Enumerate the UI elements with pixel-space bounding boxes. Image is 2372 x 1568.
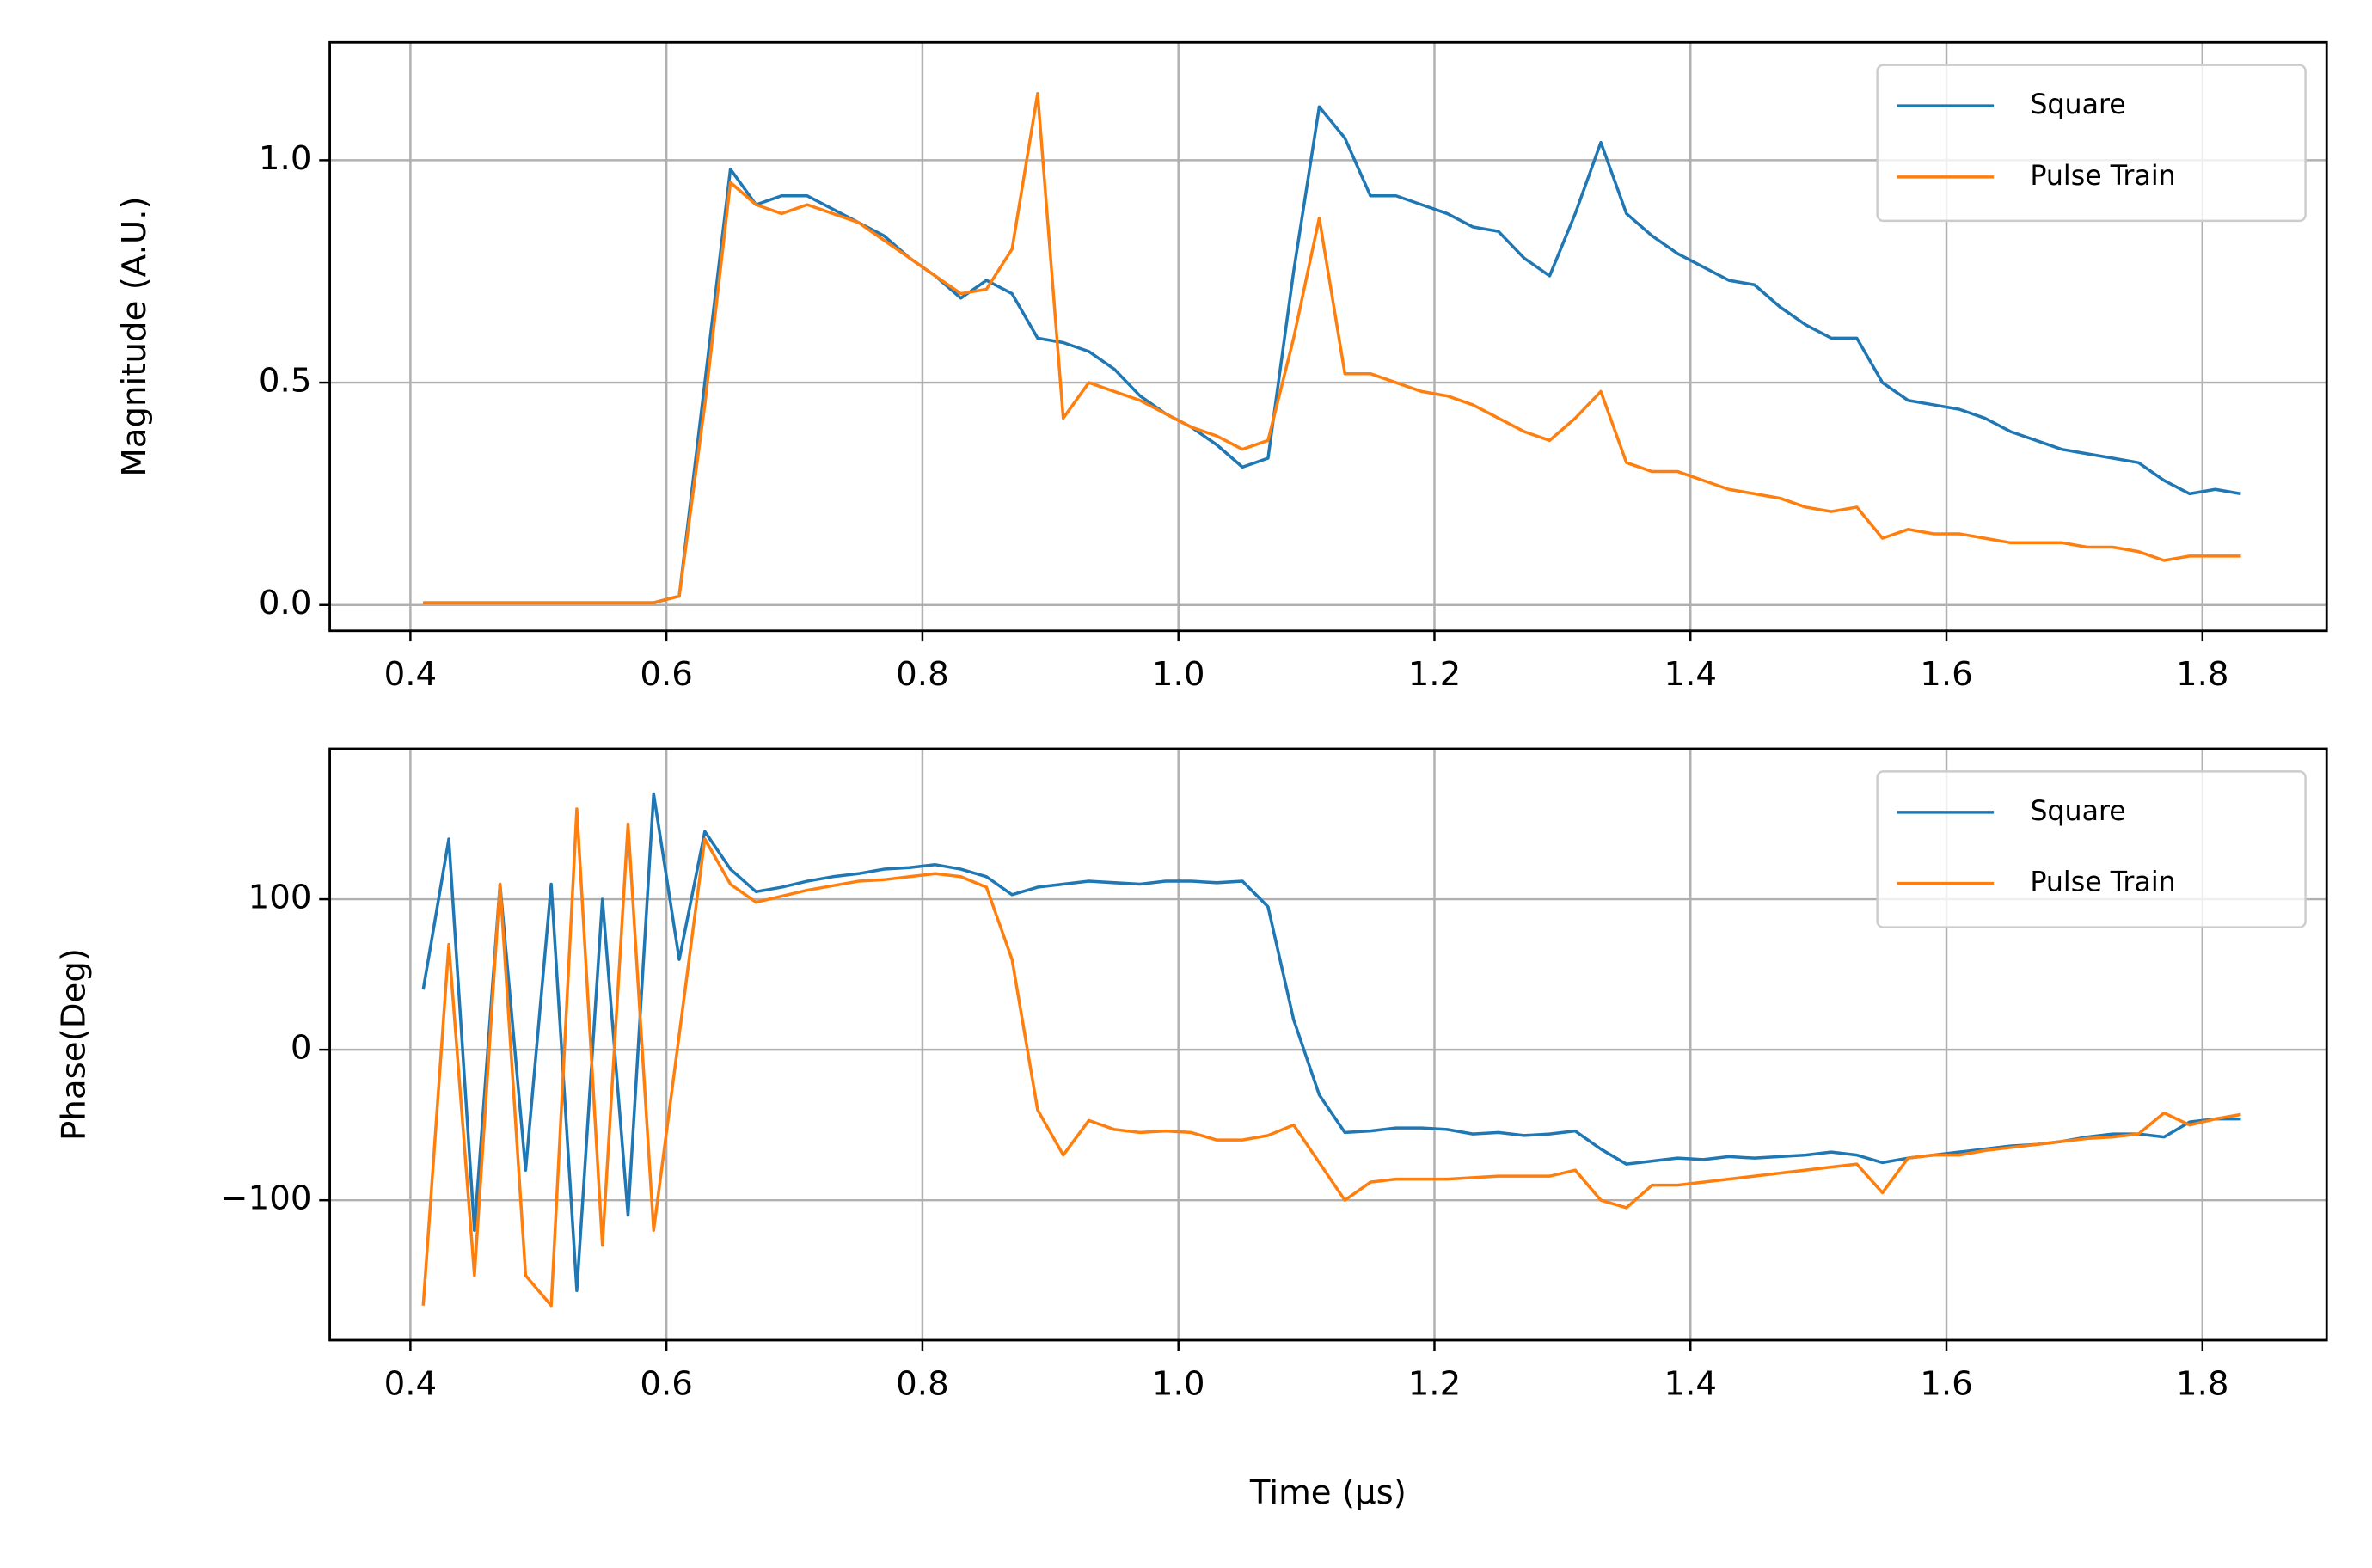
- y-tick-label: −100: [220, 1179, 311, 1218]
- legend-text: Pulse Train: [2030, 867, 2175, 898]
- x-tick-label: 1.4: [1664, 1364, 1717, 1403]
- legend-box: [1876, 770, 2307, 928]
- legend-text: Pulse Train: [2030, 161, 2175, 192]
- series-line: [423, 105, 2241, 604]
- y-tick-label: 1.0: [259, 139, 312, 178]
- x-axis-label: Time (μs): [1249, 1473, 1407, 1512]
- y-tick-label: 0: [291, 1029, 312, 1068]
- y-axis-label: Phase(Deg): [54, 948, 93, 1141]
- x-tick-label: 1.0: [1152, 655, 1205, 694]
- legend-text: Square: [2030, 89, 2125, 120]
- axes-frame: [328, 40, 2328, 633]
- x-tick-label: 0.4: [384, 655, 438, 694]
- x-tick-label: 1.2: [1408, 655, 1462, 694]
- x-tick-label: 0.6: [640, 655, 693, 694]
- x-tick-label: 0.4: [384, 1364, 438, 1403]
- y-tick-label: 100: [248, 879, 312, 917]
- x-tick-label: 1.8: [2176, 1364, 2229, 1403]
- y-tick-label: 0.0: [259, 584, 312, 622]
- series-line: [423, 92, 2241, 604]
- y-axis-label: Magnitude (A.U.): [115, 196, 154, 476]
- x-tick-label: 0.8: [896, 655, 949, 694]
- x-tick-label: 1.0: [1152, 1364, 1205, 1403]
- subplot: 0.4 0.6 0.8 1.0 1.2 1.4 1.6 1.8 0.0 0.5 1.0 Magnitu…: [115, 40, 2328, 694]
- series-line: [421, 807, 2241, 1308]
- x-tick-label: 1.6: [1920, 1364, 1973, 1403]
- x-tick-label: 1.2: [1408, 1364, 1462, 1403]
- y-tick-label: 0.5: [259, 362, 312, 401]
- legend-box: [1876, 64, 2307, 223]
- x-tick-label: 1.4: [1664, 655, 1717, 694]
- x-tick-label: 0.6: [640, 1364, 693, 1403]
- legend-text: Square: [2030, 796, 2125, 827]
- x-tick-label: 1.8: [2176, 655, 2229, 694]
- legend: Square Pulse Train: [1876, 770, 2307, 928]
- x-tick-label: 0.8: [896, 1364, 949, 1403]
- x-tick-label: 1.6: [1920, 655, 1973, 694]
- subplot: 0.4 0.6 0.8 1.0 1.2 1.4 1.6 1.8 −100 0 100 Phase(De…: [54, 747, 2328, 1512]
- legend: Square Pulse Train: [1876, 64, 2307, 223]
- axes-frame: [328, 747, 2328, 1342]
